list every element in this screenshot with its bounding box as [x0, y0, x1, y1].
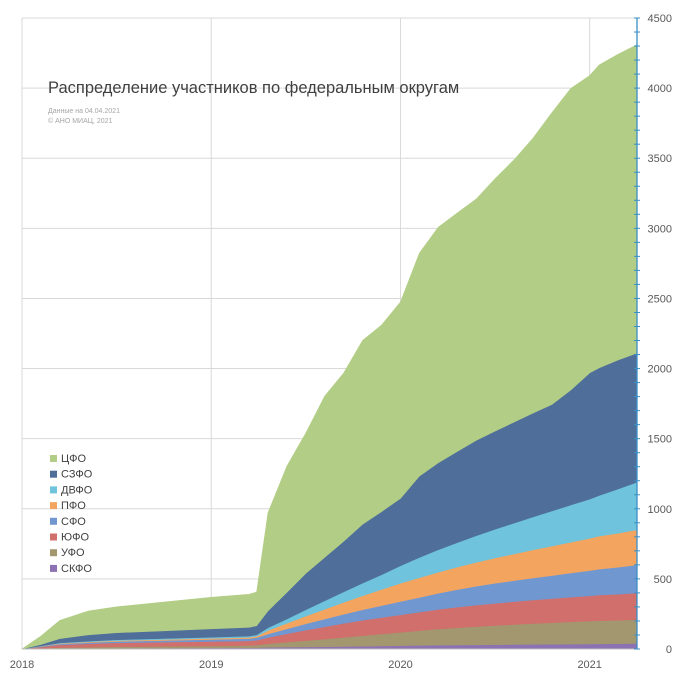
x-tick-label: 2020 — [388, 659, 412, 671]
legend-label-ПФО: ПФО — [61, 500, 86, 512]
x-tick-label: 2021 — [577, 659, 601, 671]
legend-label-СФО: СФО — [61, 516, 86, 528]
y-tick-label: 500 — [654, 574, 672, 586]
legend-swatch-ПФО — [50, 502, 57, 510]
legend-label-СЗФО: СЗФО — [61, 469, 93, 481]
y-tick-label: 3000 — [648, 223, 672, 235]
y-tick-label: 4000 — [648, 83, 672, 95]
legend-label-УФО: УФО — [61, 547, 85, 559]
legend-swatch-СКФО — [50, 564, 57, 572]
chart-title: Распределение участников по федеральным … — [48, 79, 459, 97]
legend-swatch-ЦФО — [50, 455, 57, 462]
y-tick-label: 4500 — [648, 13, 672, 25]
legend-swatch-СЗФО — [50, 470, 57, 478]
legend: ЦФО СЗФО ДВФО ПФО СФО ЮФО УФО СКФО — [50, 453, 93, 575]
tick-labels: 0 500 1000 1500 2000 2500 3000 3500 4000 4500 2018… — [10, 13, 672, 671]
axes — [22, 17, 640, 650]
chart-note-date: Данные на 04.04.2021 — [48, 108, 120, 115]
legend-swatch-ЮФО — [50, 533, 57, 541]
y-tick-label: 2000 — [648, 364, 672, 376]
x-tick-label: 2018 — [10, 659, 34, 671]
x-tick-label: 2019 — [199, 659, 223, 671]
legend-swatch-УФО — [50, 549, 57, 557]
y-tick-label: 1000 — [648, 504, 672, 516]
area-series — [21, 44, 638, 650]
legend-swatch-ДВФО — [50, 486, 57, 494]
y-tick-label: 2500 — [648, 293, 672, 305]
legend-swatch-СФО — [50, 517, 57, 525]
y-tick-label: 0 — [666, 644, 672, 656]
y-tick-label: 1500 — [648, 434, 672, 446]
legend-label-ЦФО: ЦФО — [61, 453, 87, 465]
legend-label-ДВФО: ДВФО — [61, 484, 93, 496]
legend-label-СКФО: СКФО — [61, 563, 92, 575]
y-tick-label: 3500 — [648, 153, 672, 165]
legend-label-ЮФО: ЮФО — [61, 532, 89, 544]
chart-note-copyright: © АНО МИАЦ, 2021 — [48, 117, 112, 125]
